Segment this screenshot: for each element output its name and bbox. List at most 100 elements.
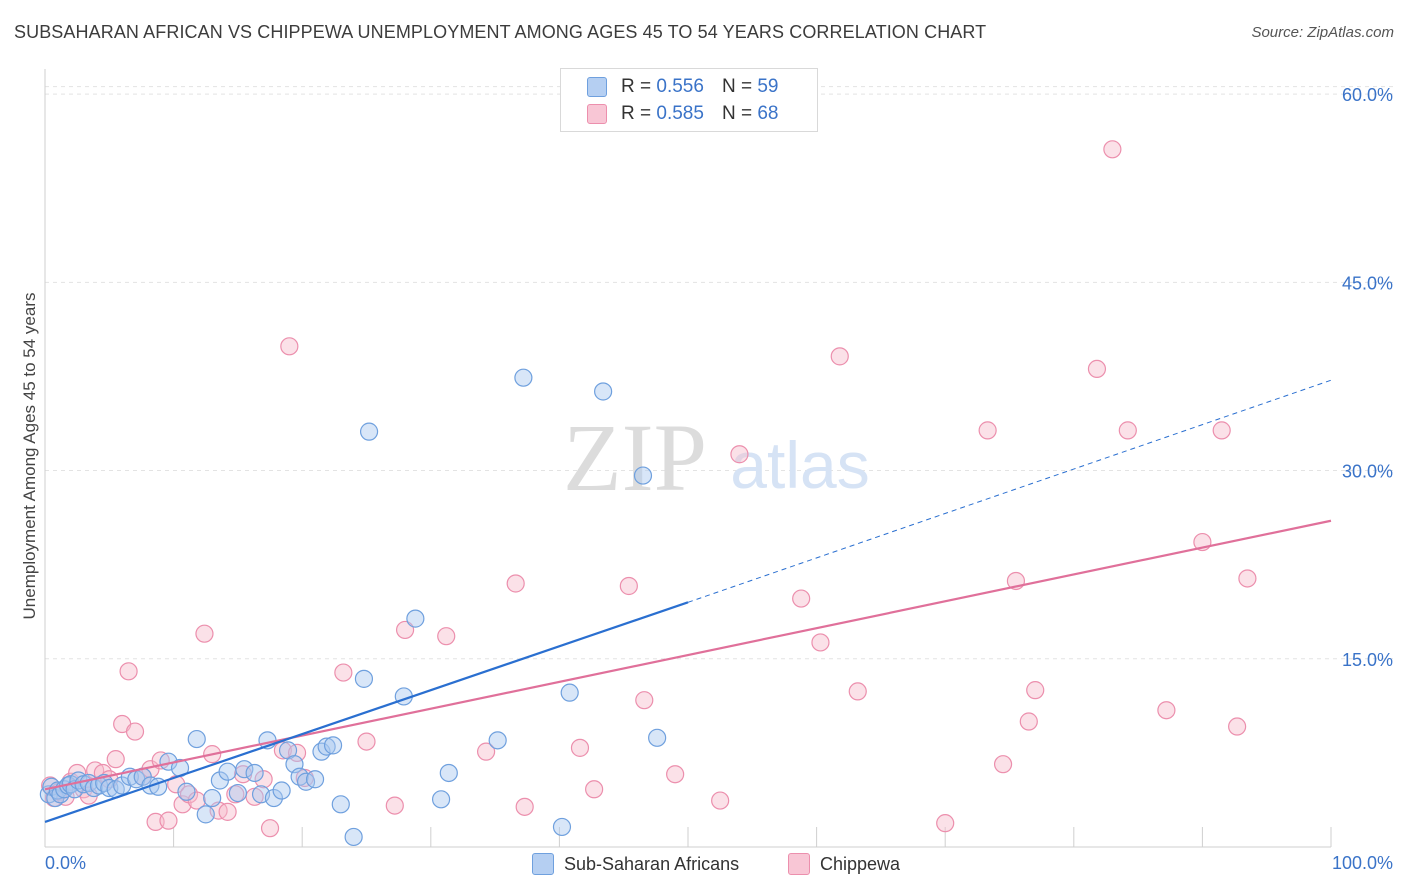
pink-swatch	[587, 104, 607, 124]
chippewa-point	[260, 819, 280, 838]
chippewa-point	[119, 662, 138, 681]
chippewa-legend-label: Chippewa	[820, 853, 901, 874]
chippewa-point	[395, 620, 415, 640]
gridlines	[45, 86, 1394, 660]
chippewa-point	[106, 750, 125, 769]
chippewa-point	[125, 722, 145, 741]
axes	[44, 69, 1332, 848]
chippewa-point	[1212, 421, 1231, 440]
chippewa-point	[619, 576, 638, 596]
blue-swatch	[587, 77, 607, 97]
y-tick-label: 60.0%	[1342, 85, 1393, 105]
chippewa-point	[280, 337, 299, 356]
blue-n-value: 59	[757, 76, 779, 97]
trend-lines	[44, 379, 1332, 823]
subsaharan-point	[317, 737, 336, 756]
subsaharan-point	[344, 827, 363, 847]
legend-row-blue: R = 0.556 N = 59	[587, 75, 778, 99]
blue-n-label: N =	[721, 76, 753, 97]
x-tick-label: 0.0%	[45, 853, 86, 873]
x-tick-label: 100.0%	[1332, 853, 1393, 873]
chippewa-point	[848, 682, 867, 701]
pink-n-label: N =	[721, 103, 753, 124]
chippewa-point	[1019, 712, 1038, 731]
subsaharan-point	[203, 788, 222, 808]
subsaharan-point	[406, 609, 425, 628]
pink-r-value: 0.585	[656, 103, 704, 124]
chippewa-point	[273, 741, 293, 760]
subsaharan-point	[359, 422, 379, 441]
chippewa-point	[978, 421, 997, 440]
subsaharan-point	[439, 763, 458, 783]
subsaharan-point	[488, 731, 507, 750]
chippewa-point	[1103, 140, 1122, 159]
chippewa-point	[334, 663, 353, 682]
chippewa-point	[585, 780, 604, 799]
subsaharan-trend-line	[44, 601, 689, 823]
chippewa-point	[515, 797, 534, 816]
subsaharan-point	[323, 736, 343, 755]
chippewa-trend-line	[44, 519, 1332, 791]
source-label: Source: ZipAtlas.com	[1251, 24, 1394, 41]
y-tick-label: 15.0%	[1342, 650, 1393, 670]
chippewa-point	[506, 574, 525, 593]
chippewa-point	[811, 633, 830, 652]
subsaharan-point	[431, 790, 451, 809]
subsaharan-point	[560, 683, 579, 702]
chippewa-point	[159, 811, 178, 830]
chippewa-point	[570, 738, 590, 757]
chart-title: SUBSAHARAN AFRICAN VS CHIPPEWA UNEMPLOYM…	[14, 22, 987, 42]
y-tick-label: 45.0%	[1342, 273, 1393, 293]
subsaharan-point	[196, 805, 215, 824]
chippewa-point	[357, 732, 376, 751]
chippewa-point	[1157, 701, 1176, 720]
legend-item-chippewa[interactable]: Chippewa	[788, 852, 900, 876]
chippewa-point	[476, 742, 496, 761]
subsaharan-point	[648, 728, 667, 747]
chippewa-point	[195, 624, 214, 643]
legend-item-subsaharan[interactable]: Sub-Saharan Africans	[532, 852, 739, 876]
subsaharan-point	[228, 783, 247, 803]
subsaharan-point	[354, 669, 374, 688]
chippewa-point	[711, 791, 730, 810]
subsaharan-point	[177, 782, 196, 801]
chippewa-swatch	[788, 853, 810, 875]
chippewa-point	[1228, 717, 1247, 736]
subsaharan-point	[218, 762, 237, 781]
subsaharan-swatch	[532, 853, 554, 875]
chippewa-point	[730, 445, 749, 464]
chippewa-point	[993, 755, 1013, 774]
subsaharan-point	[264, 788, 284, 808]
chippewa-point	[635, 691, 654, 710]
chippewa-point	[385, 796, 404, 815]
subsaharan-point	[331, 795, 350, 814]
subsaharan-point	[312, 742, 331, 761]
tick-labels: 15.0% 30.0% 45.0% 60.0% 0.0% 100.0%	[45, 85, 1393, 873]
chippewa-point	[1118, 421, 1137, 440]
chippewa-point	[792, 589, 811, 608]
chippewa-point	[218, 802, 237, 821]
legend-row-pink: R = 0.585 N = 68	[587, 102, 778, 126]
chippewa-point	[936, 814, 955, 833]
subsaharan-point	[594, 382, 613, 401]
chippewa-point	[666, 765, 685, 784]
chippewa-point	[1026, 681, 1045, 700]
blue-r-value: 0.556	[656, 76, 704, 97]
watermark-zip: ZIP	[563, 404, 707, 511]
stats-legend: R = 0.556 N = 59 R = 0.585 N = 68	[560, 68, 818, 132]
subsaharan-point	[187, 729, 206, 749]
chippewa-point	[1087, 359, 1107, 379]
chippewa-point	[146, 812, 165, 832]
chippewa-point	[254, 770, 273, 789]
watermark-atlas: atlas	[730, 428, 869, 502]
subsaharan-point	[245, 763, 264, 783]
subsaharan-point	[272, 781, 291, 800]
subsaharan-point	[305, 770, 325, 789]
subsaharan-point	[633, 466, 653, 485]
subsaharan-point	[235, 760, 254, 779]
y-tick-label: 30.0%	[1342, 462, 1393, 482]
pink-r-label: R =	[621, 103, 652, 124]
chippewa-point	[830, 347, 849, 366]
subsaharan-legend-label: Sub-Saharan Africans	[564, 853, 740, 874]
